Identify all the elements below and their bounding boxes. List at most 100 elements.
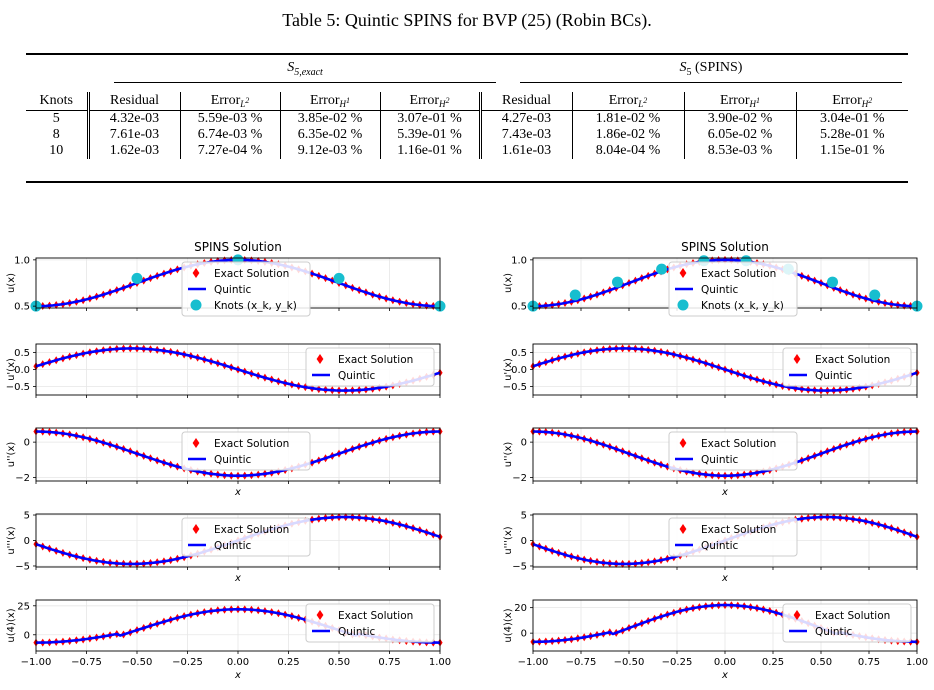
x-tick-label: −1.00 [21,657,52,668]
y-tick-label: −5 [512,561,527,572]
legend-exact-marker [192,524,200,534]
col-err-h2-left: ErrorH2 [379,92,480,111]
y-tick-label: −0.5 [6,382,30,393]
cell: 9.12e-03 % [279,143,380,159]
table-caption: Table 5: Quintic SPINS for BVP (25) (Rob… [282,10,652,30]
y-tick-label: 1.0 [511,255,527,266]
x-axis-label: x [721,573,728,584]
legend-knot-marker [677,299,689,311]
legend-box [305,347,435,387]
x-tick-label: 0.00 [227,657,249,668]
legend-exact-marker [192,438,200,448]
cell: 1.15e-01 % [795,143,908,159]
legend-quintic-label: Quintic [214,284,252,296]
quintic-line [532,430,918,477]
legend-quintic-label: Quintic [214,454,252,466]
panel-5: 20 0 u(4)(x) −1.00 −0.75 −0.50 −0.25 0.00 0.25 0.… [503,599,928,681]
knot-marker [827,276,839,288]
x-tick-label: 0.00 [714,657,736,668]
y-tick-label: 5 [521,511,527,522]
legend-exact-label: Exact Solution [701,524,776,536]
cell: 6.74e-03 % [179,127,280,143]
spins-figures: SPINS Solution 0.5 1.0 u(x) Exact Solution Qu… [6,240,928,681]
y-tick-label: 25 [17,601,30,612]
y-tick-label: 0 [24,536,30,547]
cell: 7.61e-03 [86,127,180,143]
y-axis-label: u'''(x) [503,526,514,554]
knot-marker [569,289,581,301]
cell: 7.27e-04 % [179,143,280,159]
legend-exact-label: Exact Solution [815,354,890,366]
x-tick-label: 1.00 [429,657,451,668]
y-axis-label: u'(x) [503,358,514,381]
y-axis-label: u'''(x) [6,526,17,554]
x-tick-label: 0.25 [277,657,299,668]
panel-2: 0.5 0.0 −0.5u'(x) Exact Solution Quintic [6,343,443,398]
cell: 1.61e-03 [478,143,572,159]
legend: Exact Solution Quintic [668,431,798,471]
y-tick-label: −2 [15,473,30,484]
legend-exact-marker [679,524,687,534]
legend-box [668,261,798,317]
cell: 1.81e-02 % [571,110,684,127]
panel-1: 0.5 1.0 u(x) Exact Solution Quintic Knots (x_… [6,254,446,317]
legend: Exact Solution Quintic [782,603,912,643]
x-tick-label: 0.75 [858,657,880,668]
y-tick-label: 5 [24,511,30,522]
y-tick-label: 20 [514,603,527,614]
x-tick-label: 0.25 [762,657,784,668]
cell: 3.85e-02 % [279,110,380,127]
y-axis-label: u(4)(x) [503,608,514,642]
y-axis-label: u(x) [6,273,17,293]
x-tick-label: 0.50 [810,657,832,668]
cell-knots: 10 [49,143,64,158]
chart-right: SPINS Solution 0.5 1.0 u(x) Exact Solution Qu… [503,240,928,681]
panel-3: 0 −2 u''(x) x Exact Solution Quintic [6,427,443,498]
cell: 6.35e-02 % [279,127,380,143]
panel-5: 25 0 u(4)(x) −1.00 −0.75 −0.50 −0.25 0.00 0.25 0.… [6,599,451,681]
x-axis-label: x [234,670,241,681]
col-err-l2-left: ErrorL2 [179,92,280,111]
legend-knots-label: Knots (x_k, y_k) [214,300,297,312]
col-knots: Knots [39,93,73,108]
cell: 3.07e-01 % [379,110,480,127]
col-err-h1-left: ErrorH1 [279,92,380,111]
col-err-h2-right: ErrorH2 [795,92,908,111]
panel-1: 0.5 1.0 u(x) Exact Solution Quintic Knots (x_… [503,255,923,317]
y-tick-label: 0.0 [14,365,30,376]
legend-box [305,603,435,643]
y-tick-label: 0.5 [14,348,30,359]
cell: 8.53e-03 % [683,143,796,159]
legend: Exact Solution Quintic [305,347,435,387]
col-residual-left: Residual [86,92,180,111]
x-axis-label: x [721,487,728,498]
table-bottom-rule [26,181,908,183]
cell: 3.90e-02 % [683,110,796,127]
legend-exact-label: Exact Solution [338,354,413,366]
chart-left: SPINS Solution 0.5 1.0 u(x) Exact Solution Qu… [6,240,451,681]
legend-quintic-label: Quintic [338,626,376,638]
quintic-line [532,347,918,392]
cell: 4.27e-03 [478,110,572,127]
legend-box [668,517,798,557]
table-row: 10 1.62e-03 7.27e-04 % 9.12e-03 % 1.16e-… [26,143,908,159]
x-tick-label: −0.50 [614,657,645,668]
legend-box [668,431,798,471]
x-tick-label: −0.25 [172,657,203,668]
results-table: S5,exact S5 (SPINS) Knots Residual Error… [26,50,908,190]
quintic-line [35,430,441,477]
cell: 1.86e-02 % [571,127,684,143]
panel-4: 5 0 −5 u'''(x) x Exact Solution Quintic [503,511,920,584]
legend-exact-label: Exact Solution [214,268,289,280]
cell: 1.62e-03 [86,143,180,159]
knot-marker [333,272,345,284]
cell-knots: 5 [52,111,60,126]
x-tick-label: 0.75 [378,657,400,668]
legend: Exact Solution Quintic [181,517,311,557]
chart-title: SPINS Solution [681,240,769,254]
x-tick-label: −0.75 [566,657,597,668]
cell: 4.32e-03 [86,110,180,127]
legend-exact-label: Exact Solution [815,610,890,622]
legend-exact-marker [316,354,324,364]
x-tick-label: −0.75 [71,657,102,668]
